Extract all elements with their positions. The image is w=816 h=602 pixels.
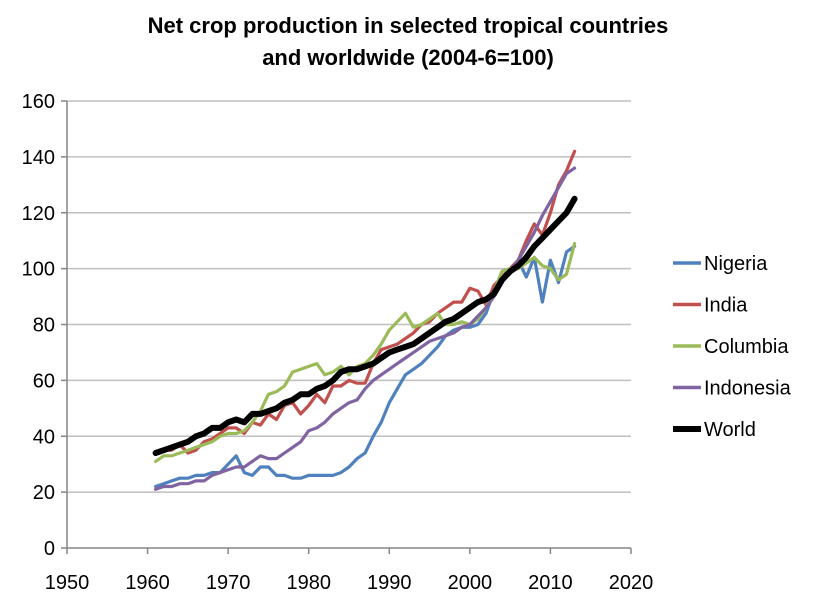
legend-label: Indonesia (704, 378, 792, 400)
legend-item-columbia: Columbia (673, 336, 789, 358)
series-line-indonesia (154, 166, 577, 491)
gridlines (67, 100, 631, 493)
legend-item-world: World (673, 419, 756, 441)
y-tick-label: 120 (22, 203, 55, 225)
y-tick-label: 20 (33, 482, 55, 504)
series-line-world (152, 195, 578, 456)
legend-item-nigeria: Nigeria (673, 253, 768, 275)
legend-label: Columbia (704, 336, 789, 358)
y-tick-label: 140 (22, 147, 55, 169)
x-tick-label: 1980 (286, 572, 331, 594)
x-tick-label: 1960 (125, 572, 170, 594)
legend-label: World (704, 419, 756, 441)
y-tick-label: 80 (33, 315, 55, 337)
y-tick-label: 100 (22, 259, 55, 281)
legend-label: Nigeria (704, 253, 768, 275)
chart-title-line-1: Net crop production in selected tropical… (147, 13, 669, 38)
y-tick-label: 0 (44, 538, 55, 560)
x-tick-label: 1950 (45, 572, 90, 594)
y-axis-ticks: 0 20 40 60 80 100 120 140 160 (22, 91, 67, 560)
chart-title: Net crop production in selected tropical… (0, 10, 816, 74)
legend-label: India (704, 295, 748, 317)
legend-item-india: India (673, 295, 748, 317)
x-tick-label: 1990 (367, 572, 412, 594)
series-lines (152, 149, 578, 491)
x-tick-label: 2020 (609, 572, 654, 594)
x-tick-label: 2000 (448, 572, 493, 594)
chart-title-line-2: and worldwide (2004-6=100) (262, 45, 554, 70)
legend-item-indonesia: Indonesia (673, 378, 792, 400)
y-tick-label: 40 (33, 426, 55, 448)
y-tick-label: 60 (33, 370, 55, 392)
legend: Nigeria India Columbia Indonesia World (673, 253, 792, 441)
x-tick-label: 2010 (528, 572, 573, 594)
x-axis-ticks: 1950 1960 1970 1980 1990 2000 2010 2020 (45, 548, 654, 594)
series-line-india (154, 149, 577, 455)
x-tick-label: 1970 (206, 572, 251, 594)
y-tick-label: 160 (22, 91, 55, 113)
